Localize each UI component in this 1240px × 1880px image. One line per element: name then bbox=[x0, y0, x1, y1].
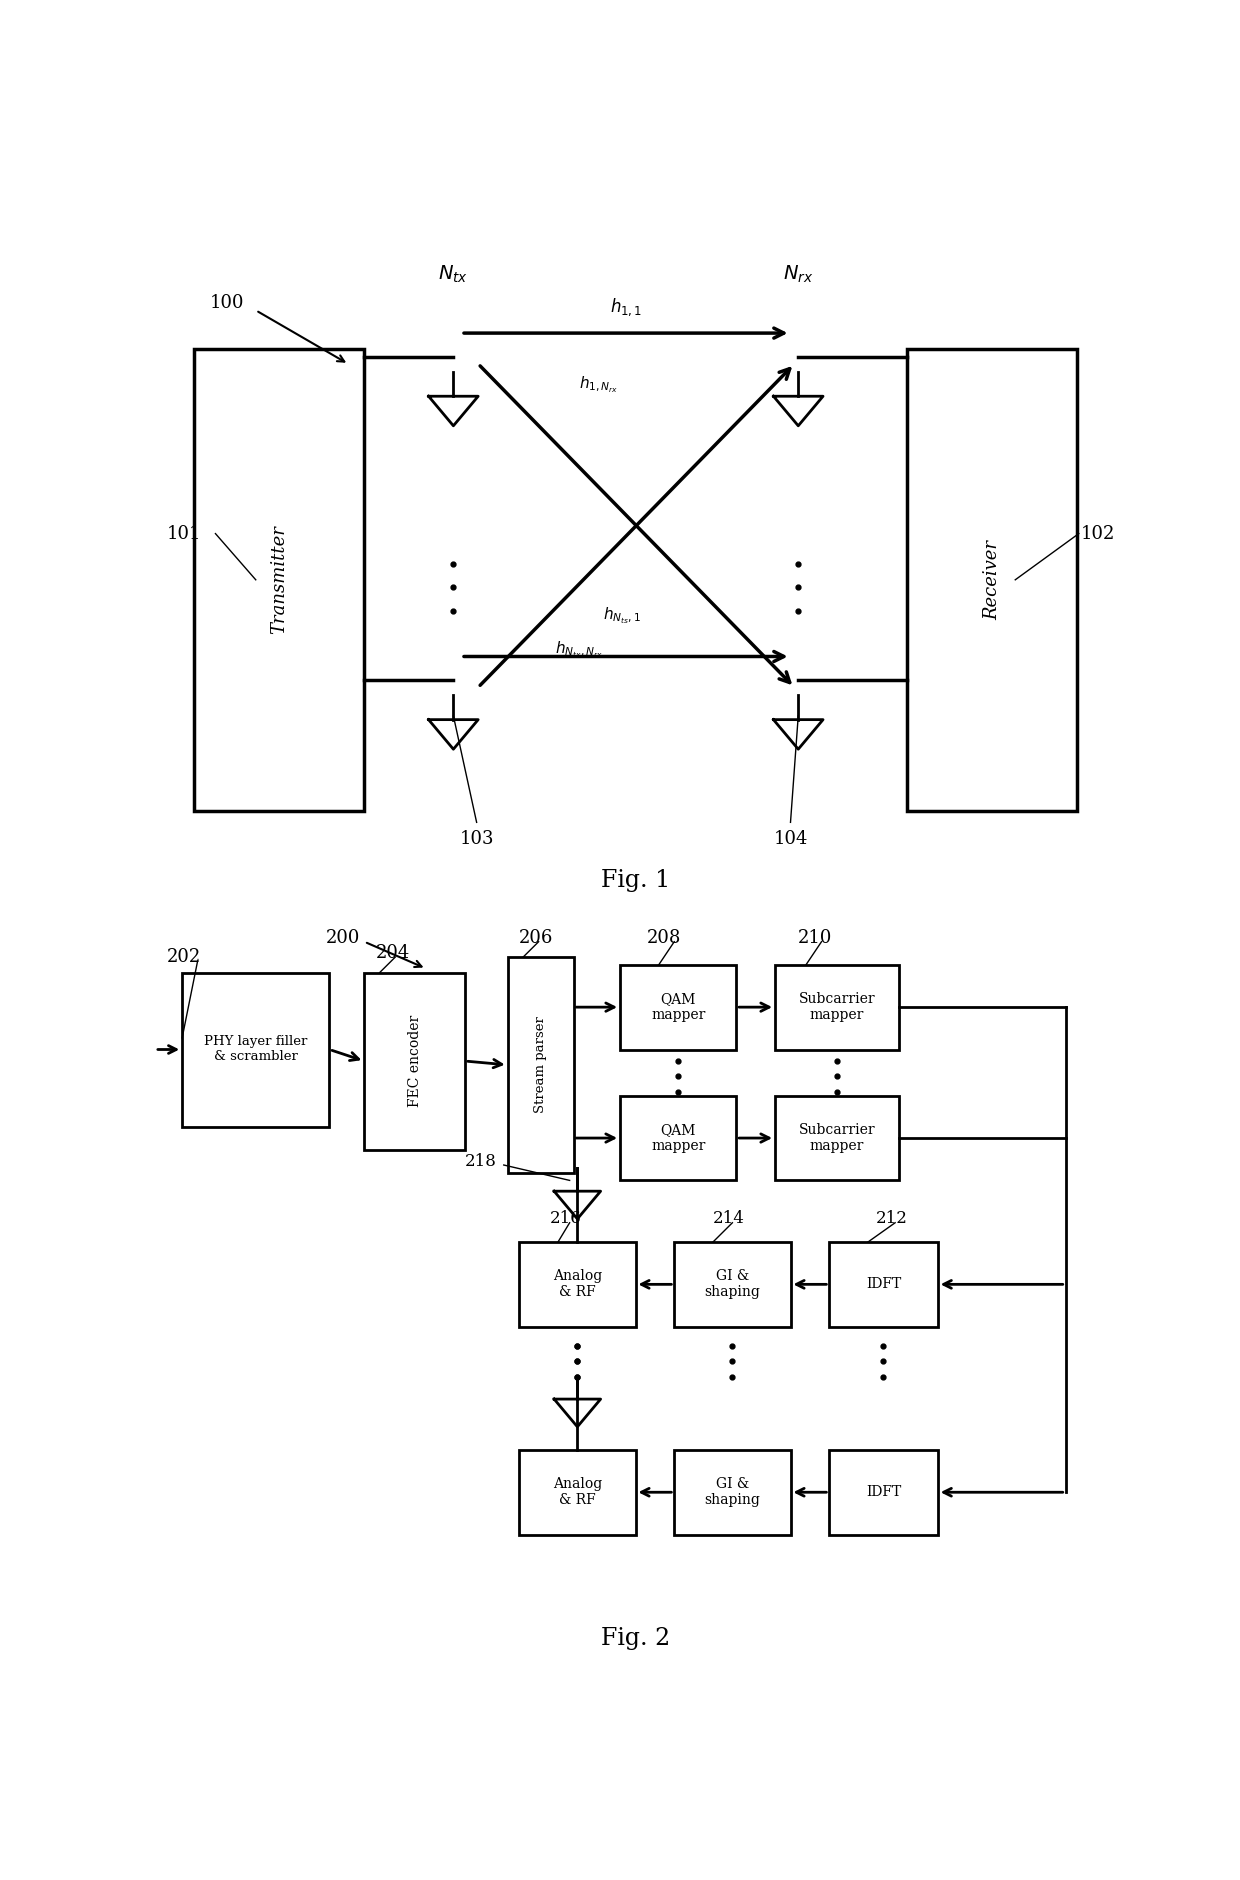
Text: 210: 210 bbox=[799, 929, 832, 948]
FancyBboxPatch shape bbox=[775, 964, 899, 1049]
Text: IDFT: IDFT bbox=[866, 1485, 901, 1498]
Text: Subcarrier
mapper: Subcarrier mapper bbox=[799, 1122, 875, 1152]
Text: Stream parser: Stream parser bbox=[534, 1017, 547, 1113]
Text: QAM
mapper: QAM mapper bbox=[651, 993, 706, 1023]
Text: 102: 102 bbox=[1081, 525, 1116, 543]
Text: 101: 101 bbox=[166, 525, 201, 543]
Polygon shape bbox=[774, 397, 823, 425]
Text: 212: 212 bbox=[875, 1211, 908, 1228]
Text: $N_{tx}$: $N_{tx}$ bbox=[438, 263, 469, 286]
Text: QAM
mapper: QAM mapper bbox=[651, 1122, 706, 1152]
FancyBboxPatch shape bbox=[520, 1243, 635, 1327]
FancyBboxPatch shape bbox=[620, 964, 737, 1049]
FancyBboxPatch shape bbox=[520, 1449, 635, 1534]
Text: 208: 208 bbox=[647, 929, 682, 948]
FancyBboxPatch shape bbox=[182, 972, 330, 1126]
Text: Receiver: Receiver bbox=[983, 540, 1001, 620]
Polygon shape bbox=[554, 1192, 600, 1218]
Text: IDFT: IDFT bbox=[866, 1277, 901, 1292]
Text: 206: 206 bbox=[520, 929, 553, 948]
Polygon shape bbox=[554, 1399, 600, 1427]
Text: $N_{rx}$: $N_{rx}$ bbox=[784, 263, 813, 286]
Text: GI &
shaping: GI & shaping bbox=[704, 1478, 760, 1508]
Text: 202: 202 bbox=[166, 948, 201, 966]
FancyBboxPatch shape bbox=[507, 957, 573, 1173]
FancyBboxPatch shape bbox=[675, 1449, 791, 1534]
Text: 200: 200 bbox=[325, 929, 360, 948]
FancyBboxPatch shape bbox=[365, 972, 465, 1149]
Polygon shape bbox=[429, 397, 479, 425]
FancyBboxPatch shape bbox=[830, 1449, 937, 1534]
FancyBboxPatch shape bbox=[906, 350, 1078, 810]
Text: 103: 103 bbox=[459, 831, 494, 848]
Text: 100: 100 bbox=[210, 293, 244, 312]
FancyBboxPatch shape bbox=[830, 1243, 937, 1327]
FancyBboxPatch shape bbox=[620, 1096, 737, 1181]
Text: Transmitter: Transmitter bbox=[270, 525, 288, 634]
Text: 204: 204 bbox=[376, 944, 410, 963]
FancyBboxPatch shape bbox=[193, 350, 365, 810]
Text: PHY layer filler
& scrambler: PHY layer filler & scrambler bbox=[205, 1036, 308, 1064]
Text: 216: 216 bbox=[551, 1211, 582, 1228]
Text: $h_{N_{ts},1}$: $h_{N_{ts},1}$ bbox=[603, 605, 641, 626]
Text: Analog
& RF: Analog & RF bbox=[553, 1478, 601, 1508]
Text: 104: 104 bbox=[774, 831, 807, 848]
Text: $h_{1, N_{rx}}$: $h_{1, N_{rx}}$ bbox=[579, 374, 619, 395]
Text: GI &
shaping: GI & shaping bbox=[704, 1269, 760, 1299]
Text: Fig. 2: Fig. 2 bbox=[601, 1626, 670, 1651]
Text: 218: 218 bbox=[465, 1152, 497, 1169]
Text: Fig. 1: Fig. 1 bbox=[601, 869, 670, 891]
FancyBboxPatch shape bbox=[675, 1243, 791, 1327]
Text: FEC encoder: FEC encoder bbox=[408, 1015, 422, 1107]
Text: $h_{1,1}$: $h_{1,1}$ bbox=[610, 295, 642, 318]
Text: Analog
& RF: Analog & RF bbox=[553, 1269, 601, 1299]
Polygon shape bbox=[429, 720, 479, 750]
Text: $h_{N_{tx},N_{rx}}$: $h_{N_{tx},N_{rx}}$ bbox=[556, 639, 604, 660]
FancyBboxPatch shape bbox=[775, 1096, 899, 1181]
Text: 214: 214 bbox=[713, 1211, 745, 1228]
Polygon shape bbox=[774, 720, 823, 750]
Text: Subcarrier
mapper: Subcarrier mapper bbox=[799, 993, 875, 1023]
